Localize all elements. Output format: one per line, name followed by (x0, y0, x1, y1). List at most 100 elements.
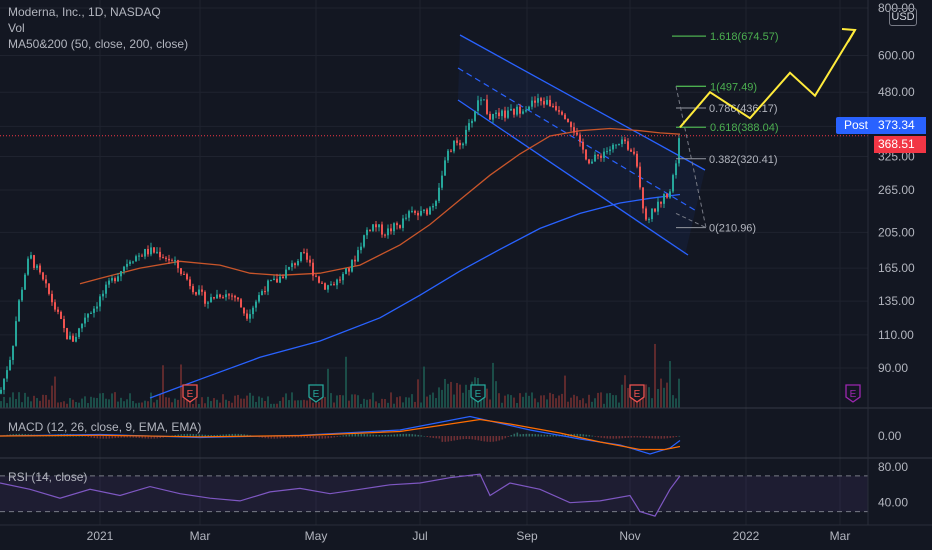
candle-body (279, 276, 281, 283)
candle-body (618, 144, 620, 146)
candle-body (66, 328, 68, 340)
earnings-marker[interactable]: E (845, 384, 861, 403)
macd-histogram-bar (426, 436, 429, 438)
macd-histogram-bar (666, 436, 669, 439)
volume-bar (237, 394, 239, 408)
volume-bar (309, 395, 311, 408)
macd-histogram-bar (333, 436, 336, 438)
candle-body (300, 252, 302, 261)
price-tick-label: 480.00 (878, 85, 915, 99)
macd-legend[interactable]: MACD (12, 26, close, 9, EMA, EMA) (8, 420, 202, 434)
volume-bar (3, 396, 5, 408)
macd-histogram-bar (384, 434, 387, 437)
candle-body (579, 134, 581, 142)
candlestick-series (0, 93, 680, 395)
volume-bar (525, 392, 527, 408)
macd-histogram-bar (129, 436, 132, 438)
volume-bar (426, 396, 428, 408)
volume-bar (456, 382, 458, 408)
rsi-legend[interactable]: RSI (14, close) (8, 470, 88, 484)
volume-bar (414, 401, 416, 408)
candle-body (54, 302, 56, 310)
candle-body (192, 286, 194, 293)
volume-legend[interactable]: Vol (8, 21, 25, 35)
volume-bar (99, 393, 101, 408)
candle-body (204, 291, 206, 304)
macd-histogram-bar (213, 434, 216, 437)
earnings-marker[interactable]: E (182, 384, 198, 403)
volume-bar (72, 399, 74, 408)
candle-body (615, 144, 617, 146)
macd-histogram-bar (219, 434, 222, 437)
ma-legend[interactable]: MA50&200 (50, close, 200, close) (8, 37, 189, 51)
currency-button[interactable]: USD (889, 8, 917, 26)
candle-body (480, 99, 482, 101)
rsi-line (0, 473, 681, 517)
volume-bar (183, 398, 185, 408)
candle-body (90, 312, 92, 314)
volume-bar (516, 402, 518, 408)
candle-body (243, 307, 245, 314)
macd-histogram-bar (414, 434, 417, 437)
candle-body (555, 106, 557, 111)
macd-histogram-bar (456, 436, 459, 440)
projection-path[interactable] (679, 28, 857, 128)
macd-histogram-bar (375, 434, 378, 437)
price-axis[interactable]: 800.00600.00480.00390.00325.00265.00205.… (867, 0, 915, 525)
pane-dividers[interactable] (0, 407, 932, 459)
volume-bar (531, 392, 533, 408)
earnings-marker[interactable]: E (308, 384, 324, 403)
volume-bar (276, 403, 278, 408)
macd-histogram-bar (261, 436, 264, 438)
macd-histogram-bar (366, 434, 369, 437)
candle-body (648, 219, 650, 221)
time-axis[interactable]: 2021 Mar May Jul Sep Nov 2022 Mar (0, 524, 932, 543)
earnings-marker-shape (845, 384, 861, 403)
macd-histogram-bar (513, 433, 516, 437)
macd-histogram-bar (648, 436, 651, 439)
candle-body (285, 269, 287, 279)
candle-body (639, 166, 641, 188)
macd-histogram-bar (186, 433, 189, 437)
macd-histogram-bar (351, 434, 354, 437)
earnings-marker-shape (629, 384, 645, 403)
candle-body (651, 208, 653, 220)
volume-bar (333, 402, 335, 408)
volume-bar (318, 401, 320, 408)
symbol-title[interactable]: Moderna, Inc., 1D, NASDAQ (8, 5, 161, 19)
candle-body (465, 129, 467, 144)
channel-upper-line (459, 34, 706, 171)
volume-bar (324, 396, 326, 408)
macd-histogram-bar (321, 436, 324, 439)
volume-bar (312, 402, 314, 408)
candle-body (468, 123, 470, 130)
earnings-marker[interactable]: E (470, 384, 486, 403)
macd-histogram-bar (312, 436, 315, 439)
macd-histogram-bar (84, 436, 87, 437)
macd-histogram-bar (408, 433, 411, 437)
candle-body (9, 359, 11, 371)
candle-body (33, 255, 35, 268)
volume-bar (159, 394, 161, 408)
earnings-marker[interactable]: E (629, 384, 645, 403)
volume-bar (105, 398, 107, 408)
volume-bar (27, 396, 29, 408)
candle-body (546, 99, 548, 105)
candle-body (48, 283, 50, 294)
candle-body (258, 295, 260, 302)
volume-bar (222, 394, 224, 408)
macd-histogram-bar (543, 434, 546, 437)
volume-bar (162, 365, 164, 408)
macd-histogram-bar (336, 436, 339, 437)
candle-body (102, 293, 104, 297)
fibonacci-extension[interactable]: 0(210.96)0.382(320.41)0.618(388.04)0.786… (0, 31, 868, 235)
candle-body (630, 149, 632, 152)
price-tick-label: 90.00 (878, 361, 908, 375)
macd-histogram-bar (174, 435, 177, 437)
volume-bar (585, 403, 587, 408)
macd-histogram-bar (216, 434, 219, 437)
candle-body (636, 153, 638, 167)
volume-bar (30, 401, 32, 408)
